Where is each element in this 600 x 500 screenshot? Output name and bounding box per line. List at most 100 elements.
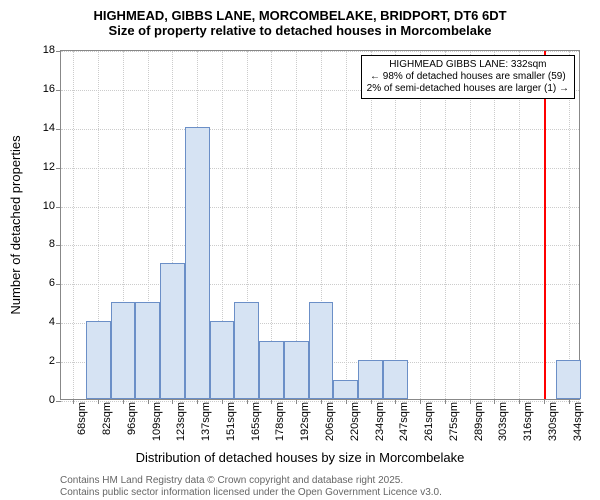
y-tick-label: 2: [49, 355, 55, 367]
chart-container: HIGHMEAD, GIBBS LANE, MORCOMBELAKE, BRID…: [0, 0, 600, 500]
y-tick-label: 6: [49, 277, 55, 289]
y-tick-mark: [56, 168, 61, 169]
x-tick-label: 206sqm: [324, 402, 336, 441]
x-tick-label: 192sqm: [299, 402, 311, 441]
x-tick-label: 165sqm: [250, 402, 262, 441]
y-tick-label: 10: [43, 200, 55, 212]
gridline-v: [346, 51, 347, 399]
x-tick-mark: [445, 399, 446, 404]
annotation-line: HIGHMEAD GIBBS LANE: 332sqm: [367, 59, 569, 71]
x-tick-label: 261sqm: [423, 402, 435, 441]
x-tick-label: 303sqm: [497, 402, 509, 441]
y-tick-label: 16: [43, 83, 55, 95]
histogram-bar: [185, 127, 210, 399]
x-tick-mark: [519, 399, 520, 404]
x-tick-label: 330sqm: [547, 402, 559, 441]
x-tick-mark: [73, 399, 74, 404]
x-tick-mark: [371, 399, 372, 404]
gridline-v: [569, 51, 570, 399]
x-tick-mark: [197, 399, 198, 404]
gridline-h: [61, 51, 579, 52]
reference-line: [544, 51, 546, 399]
y-tick-mark: [56, 323, 61, 324]
y-tick-mark: [56, 90, 61, 91]
x-tick-label: 234sqm: [374, 402, 386, 441]
x-tick-label: 289sqm: [473, 402, 485, 441]
y-tick-mark: [56, 129, 61, 130]
y-tick-label: 8: [49, 238, 55, 250]
footer-line1: Contains HM Land Registry data © Crown c…: [60, 475, 403, 486]
x-tick-label: 68sqm: [76, 402, 88, 435]
histogram-bar: [284, 341, 309, 399]
y-tick-mark: [56, 51, 61, 52]
y-tick-label: 14: [43, 122, 55, 134]
histogram-bar: [309, 302, 334, 399]
x-tick-label: 137sqm: [200, 402, 212, 441]
histogram-bar: [111, 302, 136, 399]
x-tick-mark: [569, 399, 570, 404]
x-tick-label: 109sqm: [151, 402, 163, 441]
gridline-h: [61, 207, 579, 208]
x-tick-label: 178sqm: [274, 402, 286, 441]
y-tick-label: 18: [43, 44, 55, 56]
gridline-h: [61, 245, 579, 246]
x-tick-mark: [544, 399, 545, 404]
x-tick-mark: [494, 399, 495, 404]
histogram-bar: [135, 302, 160, 399]
x-tick-mark: [296, 399, 297, 404]
x-tick-mark: [346, 399, 347, 404]
x-tick-label: 96sqm: [126, 402, 138, 435]
x-tick-mark: [395, 399, 396, 404]
gridline-v: [420, 51, 421, 399]
gridline-h: [61, 129, 579, 130]
histogram-bar: [160, 263, 185, 399]
x-tick-mark: [420, 399, 421, 404]
x-tick-mark: [222, 399, 223, 404]
x-tick-mark: [247, 399, 248, 404]
x-tick-mark: [123, 399, 124, 404]
histogram-bar: [234, 302, 259, 399]
histogram-bar: [86, 321, 111, 399]
y-tick-label: 12: [43, 161, 55, 173]
gridline-v: [73, 51, 74, 399]
x-tick-mark: [271, 399, 272, 404]
x-tick-label: 344sqm: [572, 402, 584, 441]
x-tick-label: 247sqm: [398, 402, 410, 441]
x-tick-mark: [148, 399, 149, 404]
chart-title-block: HIGHMEAD, GIBBS LANE, MORCOMBELAKE, BRID…: [0, 0, 600, 38]
histogram-bar: [259, 341, 284, 399]
y-tick-label: 4: [49, 316, 55, 328]
annotation-box: HIGHMEAD GIBBS LANE: 332sqm← 98% of deta…: [361, 55, 575, 99]
y-tick-mark: [56, 401, 61, 402]
histogram-bar: [556, 360, 581, 399]
annotation-line: ← 98% of detached houses are smaller (59…: [367, 71, 569, 83]
x-tick-mark: [470, 399, 471, 404]
x-tick-label: 123sqm: [175, 402, 187, 441]
x-tick-label: 151sqm: [225, 402, 237, 441]
x-tick-label: 220sqm: [349, 402, 361, 441]
plot-area: HIGHMEAD GIBBS LANE: 332sqm← 98% of deta…: [60, 50, 580, 400]
chart-title-line1: HIGHMEAD, GIBBS LANE, MORCOMBELAKE, BRID…: [0, 8, 600, 23]
gridline-v: [519, 51, 520, 399]
x-tick-mark: [321, 399, 322, 404]
gridline-v: [494, 51, 495, 399]
gridline-v: [395, 51, 396, 399]
y-tick-label: 0: [49, 394, 55, 406]
x-tick-label: 275sqm: [448, 402, 460, 441]
y-axis-label: Number of detached properties: [8, 135, 23, 314]
x-tick-mark: [172, 399, 173, 404]
gridline-h: [61, 284, 579, 285]
histogram-bar: [333, 380, 358, 399]
y-tick-mark: [56, 362, 61, 363]
histogram-bar: [210, 321, 235, 399]
x-tick-mark: [98, 399, 99, 404]
y-tick-mark: [56, 245, 61, 246]
gridline-v: [445, 51, 446, 399]
x-axis-label: Distribution of detached houses by size …: [0, 450, 600, 465]
gridline-v: [371, 51, 372, 399]
gridline-h: [61, 168, 579, 169]
histogram-bar: [358, 360, 383, 399]
chart-title-line2: Size of property relative to detached ho…: [0, 23, 600, 38]
y-tick-mark: [56, 207, 61, 208]
x-tick-label: 82sqm: [101, 402, 113, 435]
